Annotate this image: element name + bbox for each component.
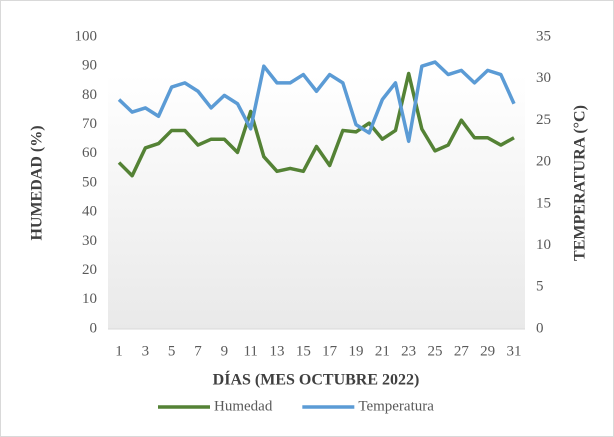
y2-tick-label: 20	[536, 154, 551, 170]
y-tick-label: 80	[82, 87, 97, 103]
y2-tick-label: 15	[536, 195, 551, 211]
x-tick-label: 19	[349, 343, 364, 359]
data-line	[117, 71, 515, 178]
y2-axis-title: TEMPERATURA (°C)	[572, 105, 589, 261]
y-tick-label: 20	[82, 262, 97, 278]
y-tick-label: 0	[90, 320, 98, 336]
x-tick-label: 7	[194, 343, 202, 359]
y2-tick-label: 0	[536, 320, 544, 336]
y2-tick-label: 10	[536, 237, 551, 253]
x-tick-label: 1	[115, 343, 123, 359]
x-tick-label: 11	[243, 343, 257, 359]
x-tick-label: 5	[168, 343, 176, 359]
x-axis-title: DÍAS (MES OCTUBRE 2022)	[213, 370, 420, 389]
x-tick-label: 25	[428, 343, 443, 359]
x-tick-label: 13	[270, 343, 285, 359]
x-tick-label: 9	[221, 343, 229, 359]
y2-tick-label: 35	[536, 28, 551, 44]
legend-label: Humedad	[214, 398, 273, 414]
x-tick-label: 31	[507, 343, 522, 359]
y2-tick-label: 5	[536, 279, 544, 295]
y-tick-label: 100	[75, 28, 98, 44]
x-tick-label: 29	[480, 343, 495, 359]
x-tick-label: 3	[142, 343, 150, 359]
y-tick-label: 30	[82, 233, 97, 249]
y-tick-label: 70	[82, 116, 97, 132]
y-axis-title: HUMEDAD (%)	[29, 125, 46, 240]
legend-label: Temperatura	[358, 398, 434, 414]
x-tick-label: 17	[322, 343, 338, 359]
y2-tick-label: 30	[536, 70, 551, 86]
y-tick-label: 90	[82, 58, 97, 74]
x-tick-label: 21	[375, 343, 390, 359]
y-tick-label: 50	[82, 174, 97, 190]
y-tick-label: 10	[82, 291, 97, 307]
x-tick-label: 15	[296, 343, 311, 359]
y2-tick-label: 25	[536, 112, 551, 128]
data-line	[117, 60, 516, 144]
y-tick-label: 40	[82, 204, 97, 220]
x-tick-label: 23	[401, 343, 416, 359]
x-tick-label: 27	[454, 343, 470, 359]
plot-background	[108, 75, 525, 329]
y-tick-label: 60	[82, 145, 97, 161]
